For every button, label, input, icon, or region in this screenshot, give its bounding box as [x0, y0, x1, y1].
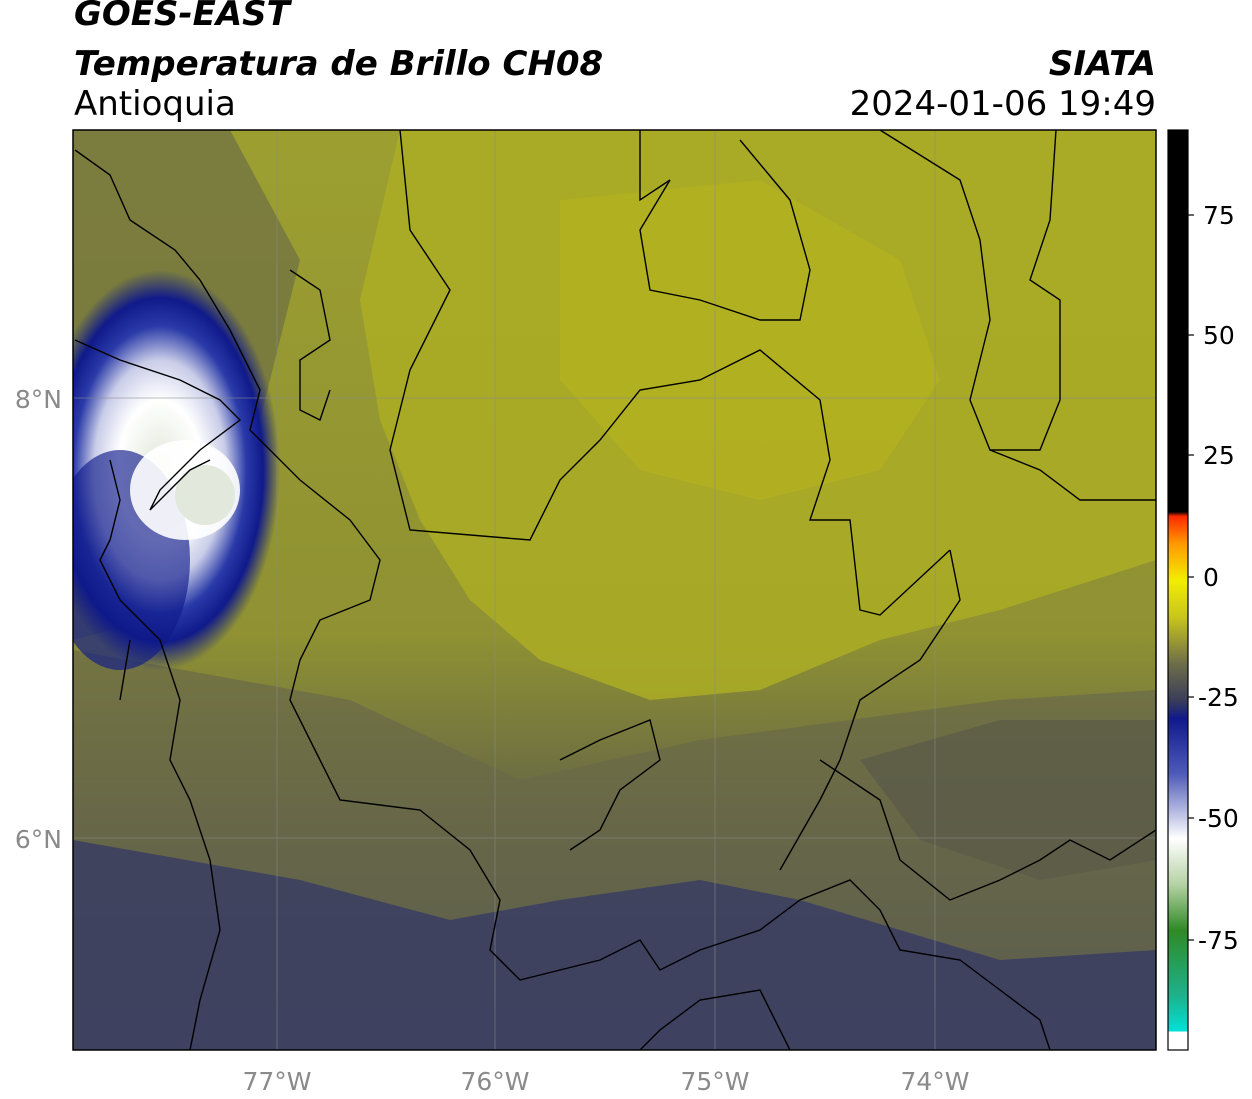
colorbar-label: 25: [1203, 441, 1235, 470]
colorbar-label: 75: [1203, 201, 1235, 230]
colorbar-label: -75: [1198, 926, 1239, 955]
colorbar-ticks: [1188, 214, 1194, 941]
colorbar-label: 50: [1203, 321, 1235, 350]
datetime-label: 2024-01-06 19:49: [849, 84, 1156, 124]
lon-tick-label: 76°W: [460, 1067, 529, 1096]
product-title: Temperatura de Brillo CH08: [74, 44, 604, 84]
lon-tick-label: 77°W: [242, 1067, 311, 1096]
colorbar-label: 0: [1203, 563, 1219, 592]
lon-tick-label: 74°W: [900, 1067, 969, 1096]
graticule: [73, 130, 1156, 1050]
map-field: [73, 130, 1156, 1050]
region-label: Antioquia: [74, 84, 236, 124]
brand-label: SIATA: [1048, 44, 1156, 84]
colorbar-label: -50: [1198, 804, 1239, 833]
lat-tick-label: 6°N: [15, 825, 62, 854]
lat-tick-label: 8°N: [15, 385, 62, 414]
map-frame: [72, 129, 1157, 1051]
boundaries: [74, 130, 1156, 1050]
satellite-title: GOES-EAST: [74, 0, 290, 34]
lon-tick-label: 75°W: [680, 1067, 749, 1096]
colorbar-label: -25: [1198, 683, 1239, 712]
colorbar: [1167, 129, 1189, 1051]
